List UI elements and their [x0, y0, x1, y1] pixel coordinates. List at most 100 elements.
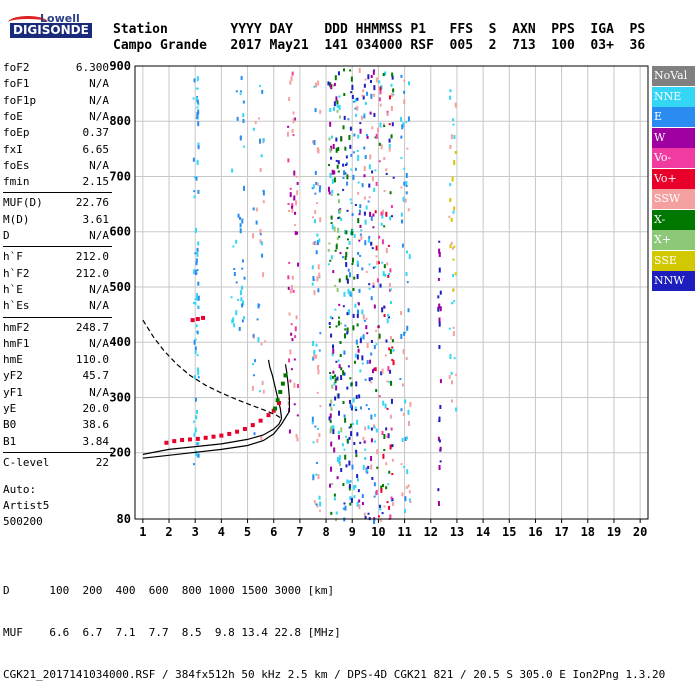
echo-dot: [344, 454, 347, 460]
echo-dot: [316, 276, 319, 282]
echo-dot: [373, 345, 376, 350]
echo-dot: [374, 210, 377, 214]
echo-dot: [239, 223, 242, 228]
echo-dot: [375, 329, 378, 332]
echo-dot: [381, 261, 384, 264]
echo-dot: [387, 433, 390, 439]
echo-dot: [384, 273, 387, 277]
echo-dot: [197, 142, 200, 147]
echo-dot: [311, 282, 314, 286]
echo-dot: [373, 367, 376, 371]
echo-dot: [329, 108, 332, 113]
echo-dot: [330, 255, 333, 260]
echo-dot: [197, 305, 200, 309]
echo-dot: [385, 427, 388, 431]
echo-dot: [349, 480, 352, 483]
x-tick-label: 12: [424, 525, 438, 539]
echo-dot: [407, 116, 410, 122]
echo-dot: [366, 91, 369, 96]
echo-dot: [375, 389, 378, 393]
echo-dot: [335, 325, 338, 328]
param-value: 2.15: [82, 175, 110, 189]
echo-dot: [259, 167, 262, 172]
echo-dot: [358, 499, 361, 503]
echo-dot: [455, 373, 458, 376]
echo-dot: [196, 99, 199, 104]
echo-dot: [379, 505, 382, 511]
echo-dot: [400, 186, 403, 189]
echo-dot: [329, 419, 332, 423]
param-value: 110.0: [75, 353, 109, 367]
echo-dot: [453, 300, 456, 303]
echo-dot: [329, 82, 332, 88]
param-row: hmF1 N/A: [3, 336, 109, 352]
trace-point: [271, 408, 276, 413]
echo-dot: [330, 215, 333, 220]
echo-dot: [370, 296, 373, 301]
echo-dot: [368, 377, 371, 382]
param-name: yF1: [3, 385, 23, 399]
echo-dot: [290, 332, 293, 336]
echo-dot: [351, 263, 354, 266]
echo-dot: [362, 89, 365, 93]
echo-dot: [363, 112, 366, 115]
echo-dot: [329, 403, 332, 407]
echo-dot: [366, 332, 369, 335]
echo-dot: [331, 224, 334, 230]
echo-dot: [361, 494, 364, 499]
echo-dot: [315, 250, 318, 255]
x-tick-label: 15: [502, 525, 516, 539]
echo-dot: [262, 389, 265, 394]
echo-dot: [236, 116, 239, 121]
echo-dot: [352, 287, 355, 291]
trace-point: [164, 440, 169, 445]
echo-dot: [364, 154, 367, 159]
echo-dot: [293, 403, 296, 406]
echo-dot: [449, 353, 452, 359]
echo-dot: [365, 317, 368, 320]
param-value: N/A: [89, 93, 109, 107]
echo-dot: [289, 80, 292, 85]
param-row: h`E N/A: [3, 282, 109, 298]
x-tick-label: 14: [476, 525, 490, 539]
echo-dot: [354, 303, 357, 308]
echo-dot: [391, 358, 394, 361]
echo-dot: [374, 367, 377, 372]
echo-dot: [400, 135, 403, 139]
echo-dot: [381, 484, 384, 488]
echo-dot: [350, 382, 353, 387]
echo-dot: [240, 90, 243, 93]
echo-dot: [288, 312, 291, 316]
echo-dot: [406, 325, 409, 331]
echo-dot: [293, 117, 296, 121]
echo-dot: [194, 350, 197, 354]
trace-point: [273, 406, 278, 411]
echo-dot: [381, 214, 384, 219]
echo-dot: [453, 135, 456, 140]
echo-dot: [356, 260, 359, 265]
echo-dot: [343, 170, 346, 176]
echo-dot: [453, 357, 456, 360]
echo-dot: [368, 287, 371, 290]
echo-dot: [358, 288, 361, 293]
echo-dot: [391, 93, 394, 98]
echo-dot: [252, 233, 255, 239]
echo-dot: [405, 172, 408, 178]
echo-dot: [330, 441, 333, 447]
echo-dot: [363, 440, 366, 444]
echo-dot: [231, 168, 234, 173]
echo-dot: [370, 339, 373, 343]
echo-dot: [241, 218, 244, 224]
param-name: h`E: [3, 282, 23, 296]
echo-dot: [389, 191, 392, 195]
echo-dot: [400, 74, 403, 78]
echo-dot: [403, 79, 406, 82]
echo-dot: [315, 354, 318, 359]
echo-dot: [194, 427, 197, 433]
echo-dot: [196, 106, 199, 109]
echo-dot: [359, 441, 362, 444]
echo-dot: [194, 270, 197, 276]
echo-dot: [385, 172, 388, 175]
echo-dot: [196, 330, 199, 334]
echo-dot: [380, 222, 383, 226]
